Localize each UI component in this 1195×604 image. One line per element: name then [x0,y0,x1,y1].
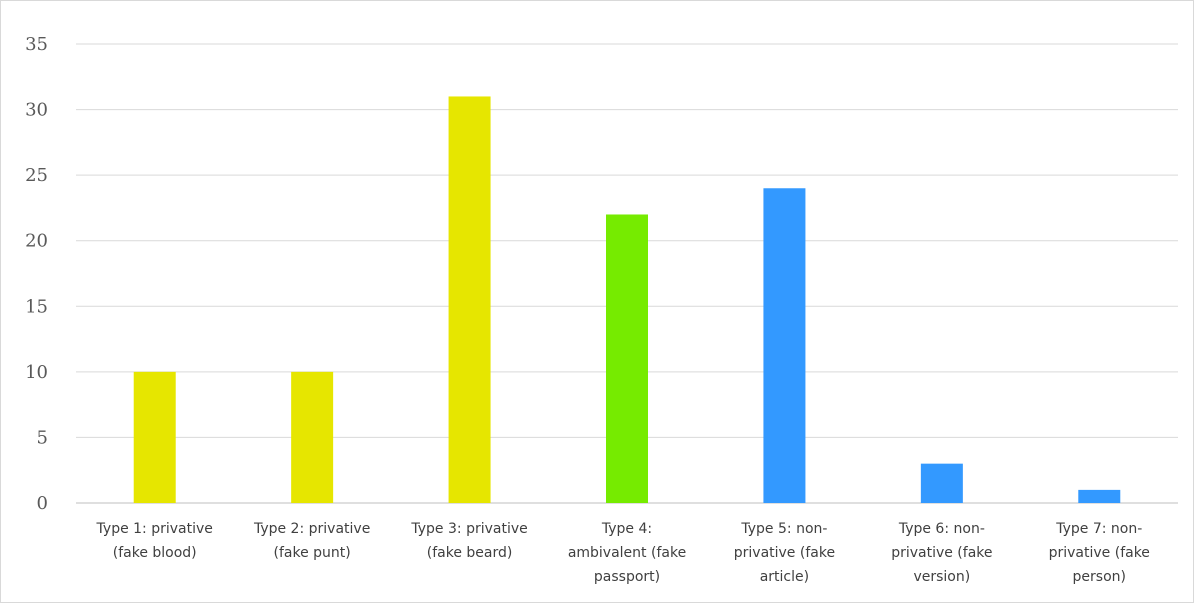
x-category-label-line: Type 1: privative [96,521,213,537]
y-tick-label: 5 [37,427,48,448]
x-axis-category-labels: Type 1: privative (fake blood) Type 2: pri… [96,521,1150,585]
x-category-label-line: Type 3: privative [410,521,527,537]
x-category-label: Type 6: non-privative (fake version) [891,521,992,585]
x-category-label-line: (fake beard) [427,545,513,561]
y-tick-label: 0 [37,493,48,514]
x-category-label-line: person) [1073,569,1126,585]
x-category-label-line: (fake blood) [113,545,197,561]
x-category-label-line: Type 2: privative [253,521,370,537]
bars [133,96,1121,503]
x-category-label-line: Type 5: non- [740,521,827,537]
x-category-label-line: article) [760,569,809,585]
y-tick-label: 25 [25,165,48,186]
y-tick-label: 30 [25,100,48,121]
y-tick-label: 35 [25,34,48,55]
x-category-label: Type 2: privative (fake punt) [253,521,370,561]
x-category-label-line: privative (fake [734,545,835,561]
bar [291,371,334,503]
bar [606,214,648,503]
y-tick-label: 20 [25,231,48,252]
x-category-label-line: privative (fake [1049,545,1150,561]
x-category-label: Type 7: non-privative (fake person) [1049,521,1150,585]
x-category-label-line: Type 4: [601,521,652,537]
x-category-label-line: (fake punt) [274,545,351,561]
x-category-label-line: passport) [594,569,660,585]
x-category-label-line: privative (fake [891,545,992,561]
bar [133,371,176,503]
y-tick-label: 15 [25,296,48,317]
bar [763,188,806,503]
y-tick-label: 10 [25,362,48,383]
x-category-label: Type 4: ambivalent (fake passport) [568,521,686,585]
x-category-label-line: Type 7: non- [1055,521,1142,537]
x-category-label: Type 3: privative (fake beard) [410,521,527,561]
x-category-label: Type 1: privative (fake blood) [96,521,213,561]
x-category-label-line: Type 6: non- [898,521,985,537]
x-category-label-line: version) [913,569,970,585]
x-category-label: Type 5: non-privative (fake article) [734,521,835,585]
bar [920,463,963,503]
y-axis-tick-labels: 0 5 10 15 20 25 30 35 [25,34,48,514]
bar [1078,489,1121,503]
x-category-label-line: ambivalent (fake [568,545,686,561]
bar [448,96,491,503]
